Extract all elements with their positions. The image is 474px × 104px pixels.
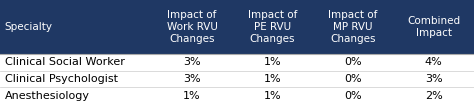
- Bar: [0, 54, 474, 71]
- Text: 3%: 3%: [183, 57, 201, 67]
- Text: 3%: 3%: [183, 74, 201, 84]
- Text: 0%: 0%: [344, 91, 362, 101]
- Text: Clinical Social Worker: Clinical Social Worker: [5, 57, 125, 67]
- Bar: [0, 0, 474, 54]
- Text: 1%: 1%: [264, 57, 282, 67]
- Text: Anesthesiology: Anesthesiology: [5, 91, 90, 101]
- Text: 1%: 1%: [264, 74, 282, 84]
- Text: Combined
Impact: Combined Impact: [407, 16, 460, 38]
- Text: 4%: 4%: [425, 57, 443, 67]
- Text: Impact of
PE RVU
Changes: Impact of PE RVU Changes: [248, 10, 297, 44]
- Text: 0%: 0%: [344, 74, 362, 84]
- Text: 1%: 1%: [264, 91, 282, 101]
- Text: Impact of
MP RVU
Changes: Impact of MP RVU Changes: [328, 10, 378, 44]
- Bar: [0, 87, 474, 104]
- Text: Clinical Psychologist: Clinical Psychologist: [5, 74, 118, 84]
- Text: Specialty: Specialty: [5, 22, 53, 32]
- Text: Impact of
Work RVU
Changes: Impact of Work RVU Changes: [166, 10, 218, 44]
- Text: 3%: 3%: [425, 74, 443, 84]
- Text: 1%: 1%: [183, 91, 201, 101]
- Text: 0%: 0%: [344, 57, 362, 67]
- Text: 2%: 2%: [425, 91, 443, 101]
- Bar: [0, 71, 474, 87]
